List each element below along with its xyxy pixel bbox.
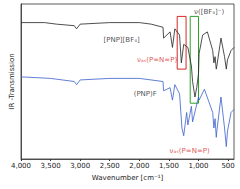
svg-text:500: 500 [221,162,234,170]
svg-text:[PNP][BF₄]: [PNP][BF₄] [103,36,140,44]
svg-text:3,500: 3,500 [41,162,61,170]
svg-text:1,500: 1,500 [159,162,179,170]
svg-text:4,000: 4,000 [11,162,31,170]
svg-text:νₐₛ(P=N=P): νₐₛ(P=N=P) [137,56,177,64]
svg-text:IR -Transmission: IR -Transmission [8,53,16,109]
svg-text:2,500: 2,500 [100,162,120,170]
svg-text:νₐₛ(P=N=P): νₐₛ(P=N=P) [170,147,210,155]
svg-text:2,000: 2,000 [129,162,149,170]
svg-text:3,000: 3,000 [70,162,90,170]
svg-text:1,000: 1,000 [188,162,208,170]
svg-text:Wavenumber [cm⁻¹]: Wavenumber [cm⁻¹] [92,174,164,182]
svg-text:(PNP)F: (PNP)F [134,90,157,98]
svg-text:ν([BF₄]⁻): ν([BF₄]⁻) [194,8,224,16]
